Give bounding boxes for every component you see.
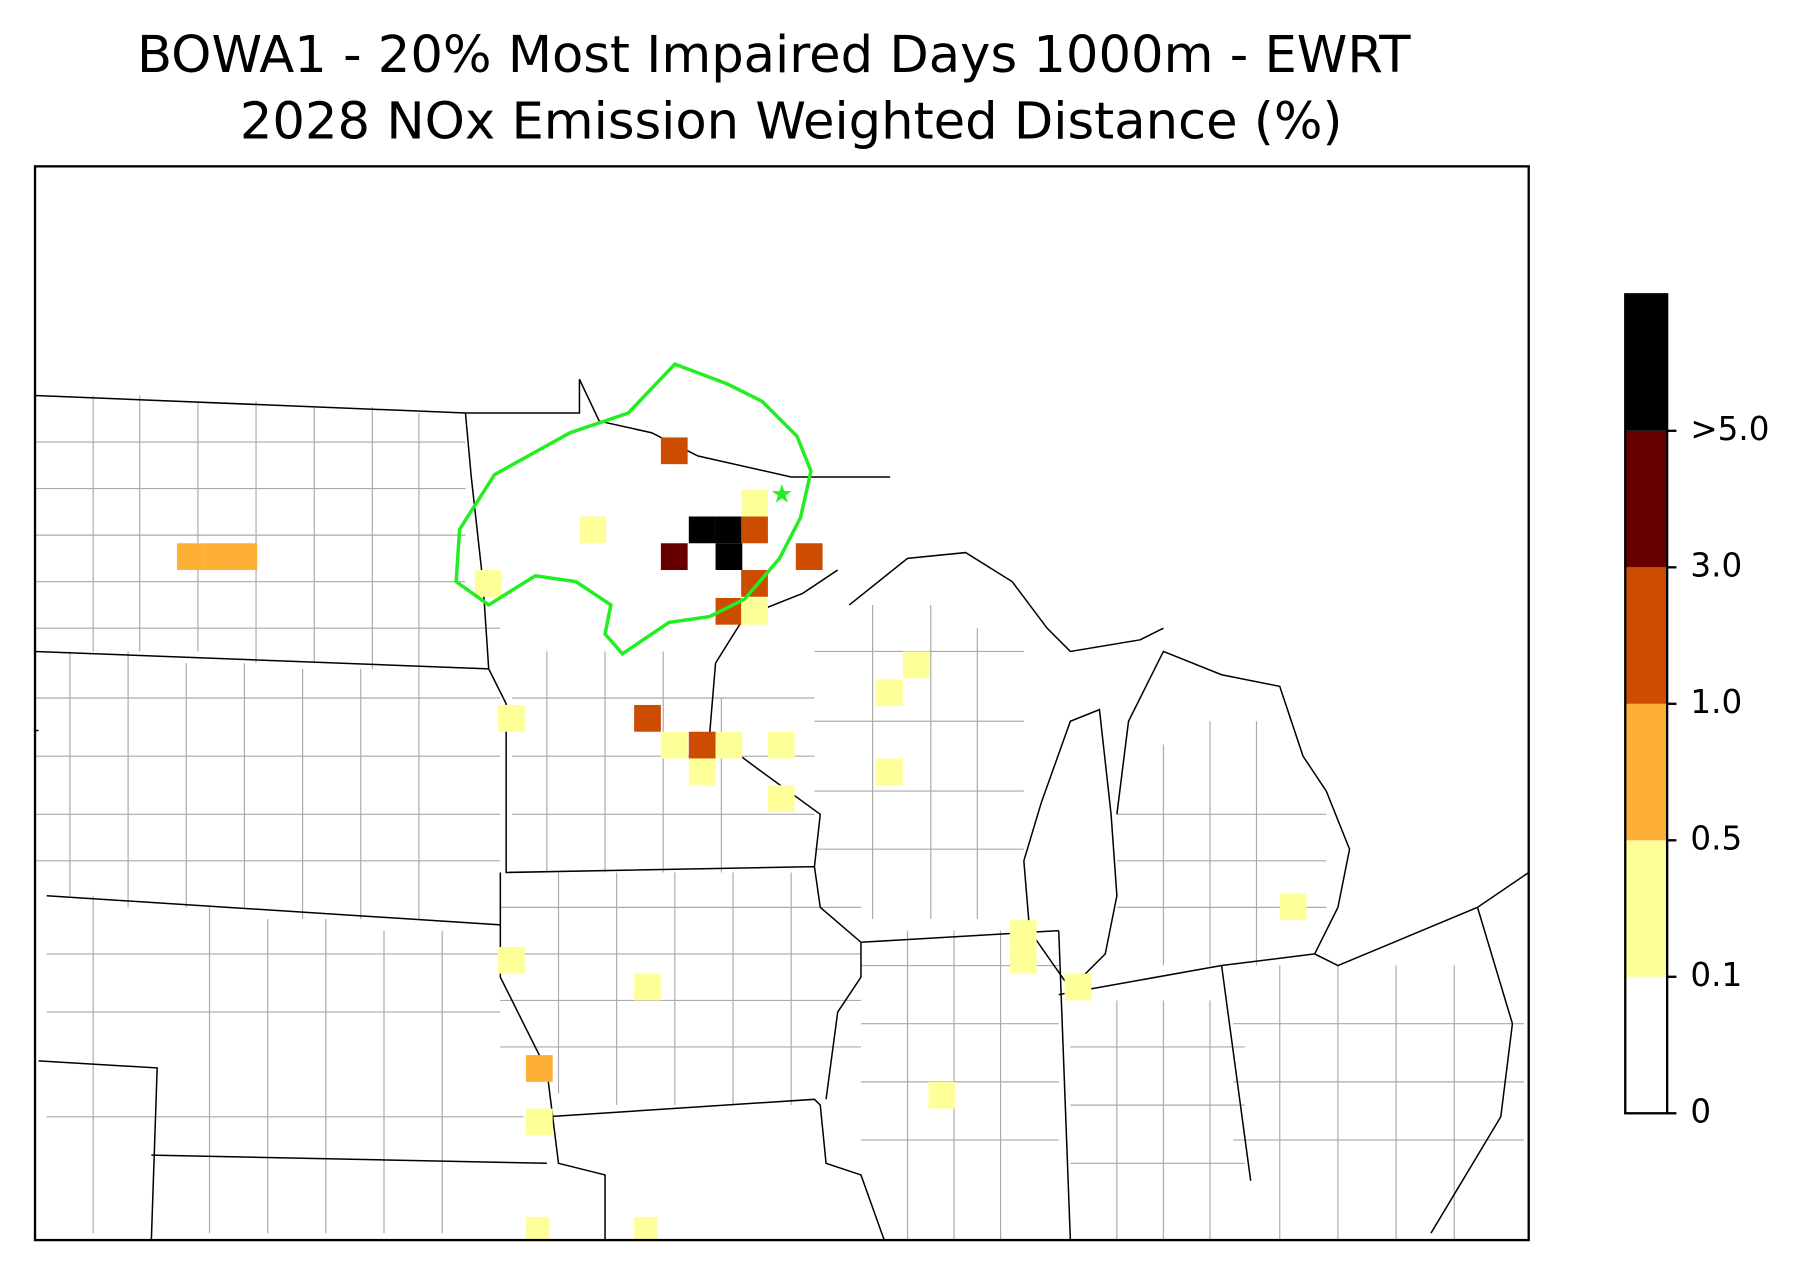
grid-cell [230,543,258,571]
grid-cell [660,731,688,759]
colorbar-label: 0.5 [1690,819,1742,857]
grid-cell [715,516,743,544]
grid-cell [767,785,795,812]
map-frame [33,165,1530,1242]
concentration-cells [176,437,1307,1241]
grid-cell [688,758,716,786]
colorbar-label: 3.0 [1690,546,1742,584]
title-line-2: 2028 NOx Emission Weighted Distance (%) [240,91,1343,151]
grid-cell [795,543,823,571]
grid-cell [902,651,930,679]
colorbar-label: >5.0 [1690,410,1769,448]
grid-cell [474,570,502,597]
grid-cell [660,543,688,571]
colorbar: 0 0.1 0.5 1.0 3.0 >5.0 [1624,293,1769,1130]
colorbar-segment [1625,567,1668,704]
grid-cell [876,679,903,707]
grid-cell [525,1108,553,1136]
colorbar-segment [1625,430,1668,568]
grid-cell [767,731,795,759]
map: ★ [33,165,1530,1242]
grid-cell [176,543,204,571]
grid-cell [579,516,607,544]
title-line-1: BOWA1 - 20% Most Impaired Days 1000m - E… [137,25,1411,85]
colorbar-segment [1625,294,1668,431]
grid-cell [525,1055,553,1082]
grid-cell [634,973,661,1001]
grid-cell [634,1216,658,1241]
grid-cell [715,543,743,571]
map-background [35,166,1529,1241]
colorbar-segment [1625,703,1668,841]
grid-cell [741,489,768,517]
grid-cell [498,946,525,974]
colorbar-label: 0 [1690,1092,1711,1130]
grid-cell [876,758,903,786]
grid-cell [634,704,661,732]
grid-cell [498,704,525,732]
grid-cell [1009,920,1037,947]
colorbar-segment [1625,840,1668,977]
grid-cell [741,516,768,544]
grid-cell [741,597,768,625]
colorbar-label: 0.1 [1690,956,1742,994]
grid-cell [715,731,743,759]
grid-cell [928,1081,956,1109]
colorbar-label: 1.0 [1690,683,1742,721]
grid-cell [1009,946,1037,974]
colorbar-segment [1625,976,1668,1114]
influence-contour [454,362,813,657]
grid-cell [741,570,768,597]
grid-cell [525,1216,550,1241]
grid-cell [688,731,716,759]
grid-cell [688,516,716,544]
grid-cell [1064,973,1092,1001]
county-grid [35,395,1525,1241]
grid-cell [1279,893,1307,921]
grid-cell [660,437,688,465]
site-star: ★ [770,480,793,510]
grid-cell [203,543,231,571]
